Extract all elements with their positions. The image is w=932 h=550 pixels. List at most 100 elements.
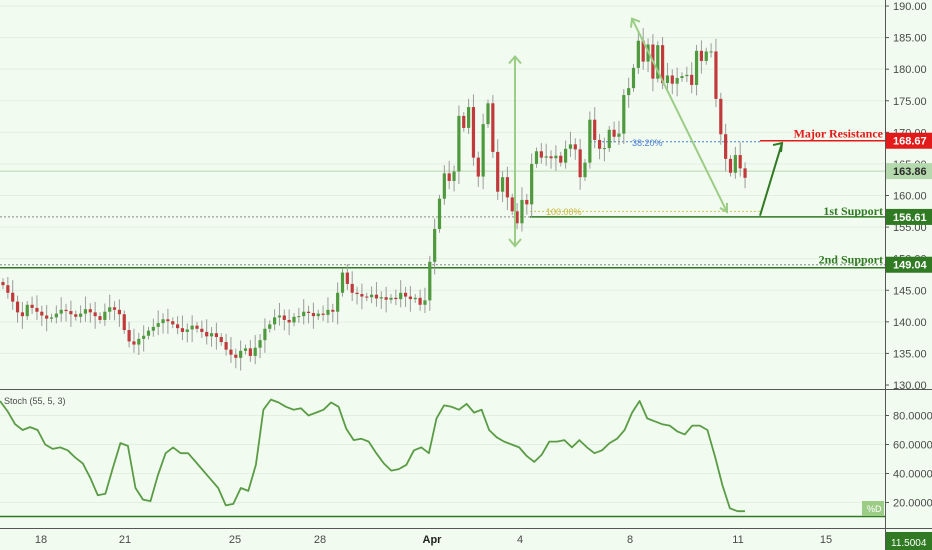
first-support-label: 1st Support — [823, 204, 883, 218]
candle — [11, 280, 15, 310]
candle-body-up — [665, 75, 670, 84]
candle-body-down — [219, 336, 223, 343]
candle-body-up — [389, 297, 393, 300]
candle — [161, 313, 165, 334]
candle-body-down — [408, 296, 412, 300]
candle — [83, 296, 88, 322]
candle — [20, 301, 24, 329]
candle — [25, 300, 29, 320]
candle-body-down — [350, 283, 354, 293]
candle — [418, 289, 422, 311]
candle-body-down — [355, 292, 359, 295]
price-tick-label: 175.00 — [893, 96, 927, 108]
candle — [268, 320, 272, 333]
candle-body-down — [505, 177, 509, 198]
candle — [248, 340, 252, 362]
candle — [481, 113, 485, 190]
candle-body-down — [93, 312, 97, 317]
candle-body-down — [515, 211, 519, 224]
stochastic-panel: Stoch (55, 5, 3) 80.0000 60.0000 40.0000 20.… — [0, 396, 932, 550]
candle-body-up — [423, 300, 427, 305]
candle-body-up — [161, 319, 165, 324]
candle — [680, 72, 684, 82]
stoch-tick-label: 40.0000 — [893, 469, 932, 481]
candle — [142, 325, 146, 352]
candle — [704, 47, 708, 65]
candle-body-down — [510, 197, 514, 212]
candle-body-down — [166, 319, 170, 322]
candle — [530, 153, 534, 217]
stoch-tick-label: 20.0000 — [893, 498, 932, 510]
candle-body-down — [699, 50, 703, 61]
candle-body-up — [733, 155, 737, 173]
candle — [491, 95, 495, 158]
candle-body-up — [25, 304, 29, 317]
candle-body-up — [370, 294, 374, 298]
candle — [35, 295, 39, 320]
candle — [520, 187, 524, 232]
candle — [98, 312, 102, 324]
candle — [1, 278, 5, 289]
candle-body-up — [437, 198, 442, 229]
candle — [219, 333, 223, 346]
candle — [505, 166, 509, 211]
candle — [209, 327, 214, 347]
candle — [277, 302, 282, 326]
candle — [79, 305, 83, 323]
candle-body-up — [156, 323, 160, 327]
candle-body-up — [680, 76, 684, 79]
candle — [69, 300, 73, 327]
price-tick-label: 185.00 — [893, 33, 927, 45]
candle-body-down — [690, 74, 694, 85]
candle — [578, 138, 582, 190]
candle — [733, 146, 737, 179]
candle-body-up — [83, 309, 88, 314]
candle-body-up — [481, 124, 485, 177]
candle — [452, 165, 456, 192]
candle-body-up — [243, 348, 248, 351]
candle — [486, 99, 490, 128]
grid-lines — [0, 5, 885, 354]
candle-body-down — [394, 297, 398, 300]
candle — [185, 323, 189, 343]
candle-body-up — [627, 88, 631, 96]
candle — [515, 203, 519, 230]
second-support-label: 2nd Support — [819, 253, 883, 267]
candle — [568, 131, 573, 157]
candle-body-up — [486, 103, 490, 125]
candle — [685, 66, 689, 83]
candle-body-up — [656, 45, 660, 79]
candle-body-down — [728, 158, 733, 173]
candle-body-up — [297, 316, 301, 318]
candle-body-down — [365, 296, 369, 298]
time-tick-label: 21 — [119, 534, 131, 546]
candle-body-down — [321, 313, 325, 315]
candle — [176, 316, 180, 335]
candle — [59, 297, 63, 322]
candle-body-up — [530, 163, 534, 205]
candle-body-down — [282, 315, 286, 320]
candle — [171, 317, 175, 329]
candle-body-down — [15, 301, 20, 313]
candle-body-down — [20, 312, 24, 317]
candle-body-down — [573, 144, 577, 150]
candle-body-down — [593, 119, 597, 140]
candle — [622, 89, 626, 145]
candle-body-up — [59, 309, 63, 314]
price-tick-label: 135.00 — [893, 348, 927, 360]
candle — [588, 111, 592, 169]
candle-body-up — [631, 67, 636, 89]
candle — [714, 38, 718, 108]
price-badge — [886, 132, 932, 149]
bounce-arrow-head — [772, 141, 784, 153]
candle — [564, 140, 568, 169]
candle-body-up — [588, 119, 592, 163]
candle — [205, 319, 209, 345]
candle — [641, 28, 645, 70]
candle-body-down — [180, 328, 185, 332]
candle — [331, 303, 335, 323]
candle-body-up — [583, 162, 587, 178]
candle — [534, 147, 539, 168]
candle — [389, 294, 393, 304]
